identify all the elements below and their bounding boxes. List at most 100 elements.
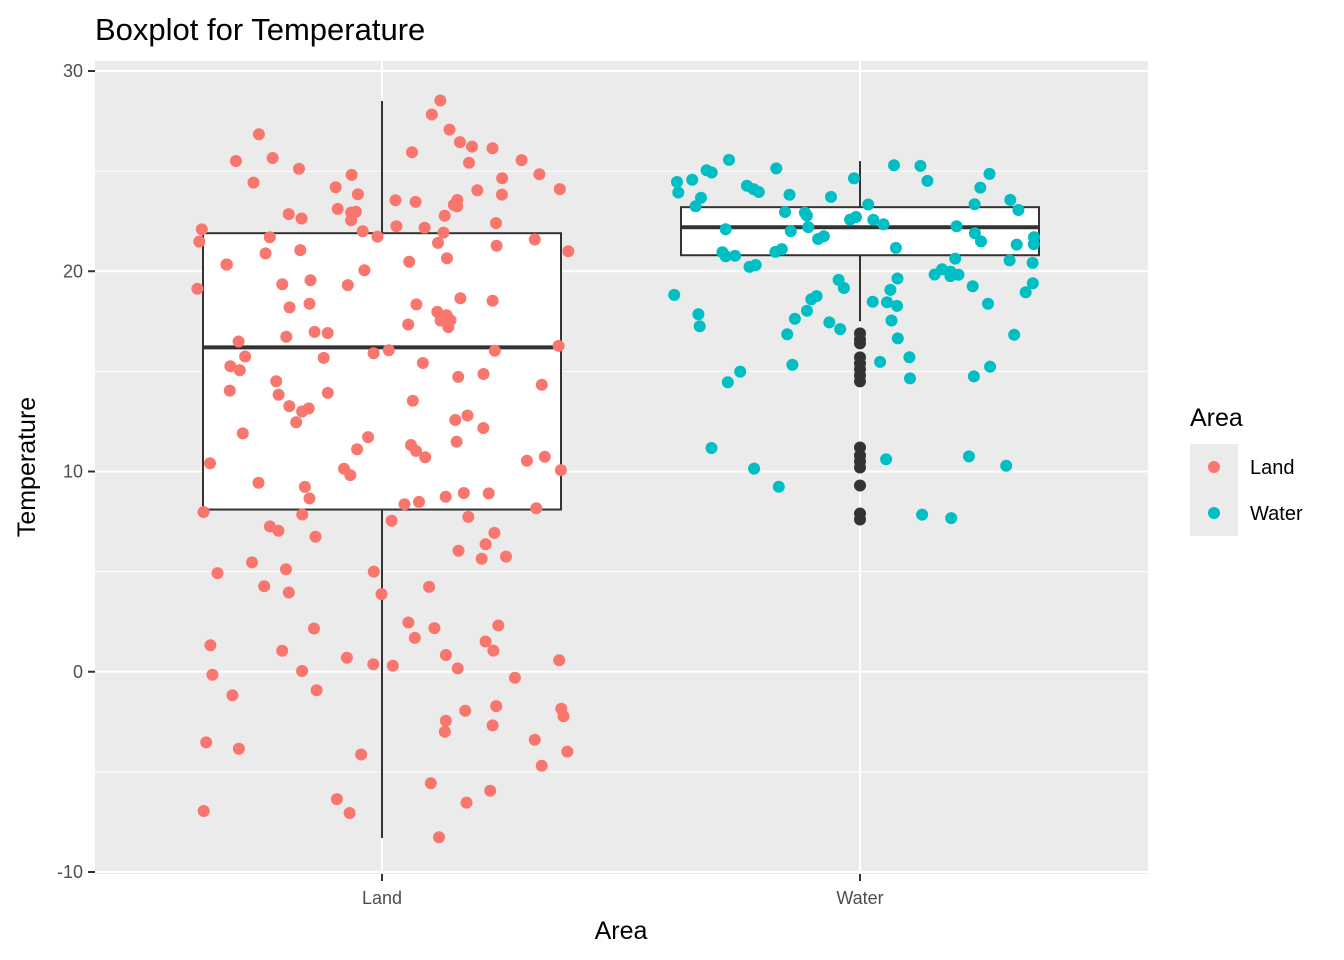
land-point — [428, 622, 441, 635]
land-point — [229, 155, 242, 167]
land-point — [308, 325, 321, 338]
water-point — [862, 198, 875, 211]
land-point — [553, 654, 566, 667]
land-point — [406, 146, 418, 159]
water-point — [881, 296, 893, 309]
land-point — [441, 252, 453, 265]
land-point — [528, 233, 541, 246]
land-point — [554, 464, 567, 477]
outlier-point — [854, 479, 866, 492]
water-point — [668, 288, 681, 301]
land-point — [266, 152, 279, 164]
land-point — [296, 405, 309, 418]
water-point — [968, 227, 981, 240]
water-point — [962, 450, 975, 463]
water-point — [837, 282, 850, 294]
land-point — [345, 168, 358, 181]
land-point — [331, 202, 344, 215]
water-point — [1000, 459, 1013, 472]
water-point — [1010, 238, 1023, 251]
land-point — [457, 487, 470, 499]
box-land — [202, 101, 562, 838]
land-point — [424, 777, 437, 790]
land-point — [280, 330, 293, 343]
y-axis-title: Temperature — [13, 397, 41, 537]
water-point — [748, 462, 761, 475]
land-point — [200, 736, 213, 749]
land-point — [367, 565, 380, 578]
water-point — [800, 209, 813, 222]
water-point — [686, 173, 699, 186]
water-point — [834, 323, 847, 336]
land-point — [276, 278, 289, 291]
water-point — [692, 308, 705, 321]
water-point — [975, 235, 987, 248]
water-point — [903, 351, 916, 364]
land-point — [351, 443, 364, 456]
land-point — [437, 226, 450, 239]
land-point — [484, 784, 497, 797]
water-point — [982, 297, 994, 310]
water-point — [1019, 286, 1032, 299]
land-point — [191, 282, 204, 295]
land-point — [450, 435, 463, 448]
legend-land-marker — [1208, 461, 1220, 473]
land-point — [557, 710, 570, 723]
land-point — [416, 357, 429, 369]
land-point — [296, 508, 309, 521]
water-point — [743, 260, 756, 273]
land-point — [409, 195, 422, 208]
land-point — [413, 495, 425, 508]
x-tick-label: Land — [362, 888, 402, 908]
legend-title: Area — [1190, 404, 1243, 432]
land-point — [259, 247, 272, 260]
land-point — [303, 297, 316, 310]
land-point — [362, 431, 375, 444]
water-point — [914, 159, 927, 172]
point-layer — [191, 94, 1040, 844]
water-point — [891, 299, 903, 312]
land-point — [408, 631, 421, 644]
land-point — [276, 644, 289, 657]
land-point — [477, 422, 490, 434]
land-point — [451, 662, 464, 675]
land-point — [423, 580, 436, 593]
land-point — [438, 725, 451, 738]
water-point — [867, 213, 880, 226]
water-point — [916, 508, 929, 521]
land-point — [454, 292, 467, 305]
water-point — [945, 512, 958, 525]
land-point — [386, 659, 399, 672]
water-point — [1026, 277, 1039, 290]
x-tick-label: Water — [836, 888, 883, 908]
land-point — [442, 321, 455, 334]
land-point — [463, 156, 475, 169]
water-point — [967, 370, 980, 383]
land-point — [232, 742, 245, 755]
land-point — [477, 368, 490, 380]
water-point — [770, 162, 783, 175]
land-point — [434, 94, 447, 107]
y-tick-label: 30 — [63, 61, 83, 81]
water-point — [784, 225, 797, 238]
legend-land-label: Land — [1250, 457, 1295, 479]
land-point — [538, 450, 551, 463]
land-point — [461, 409, 474, 422]
land-point — [321, 386, 334, 399]
land-point — [358, 264, 371, 277]
water-point — [689, 200, 702, 213]
land-point — [204, 639, 217, 652]
land-point — [471, 184, 484, 197]
land-point — [310, 684, 323, 697]
water-point — [1012, 204, 1025, 216]
land-point — [343, 807, 356, 819]
land-point — [298, 480, 311, 493]
land-point — [460, 796, 473, 809]
land-point — [303, 492, 316, 505]
water-point — [944, 270, 957, 283]
land-point — [406, 394, 419, 407]
land-point — [197, 506, 210, 518]
outlier-point — [854, 461, 866, 474]
legend-water-marker — [1208, 507, 1220, 519]
water-point — [968, 198, 981, 211]
